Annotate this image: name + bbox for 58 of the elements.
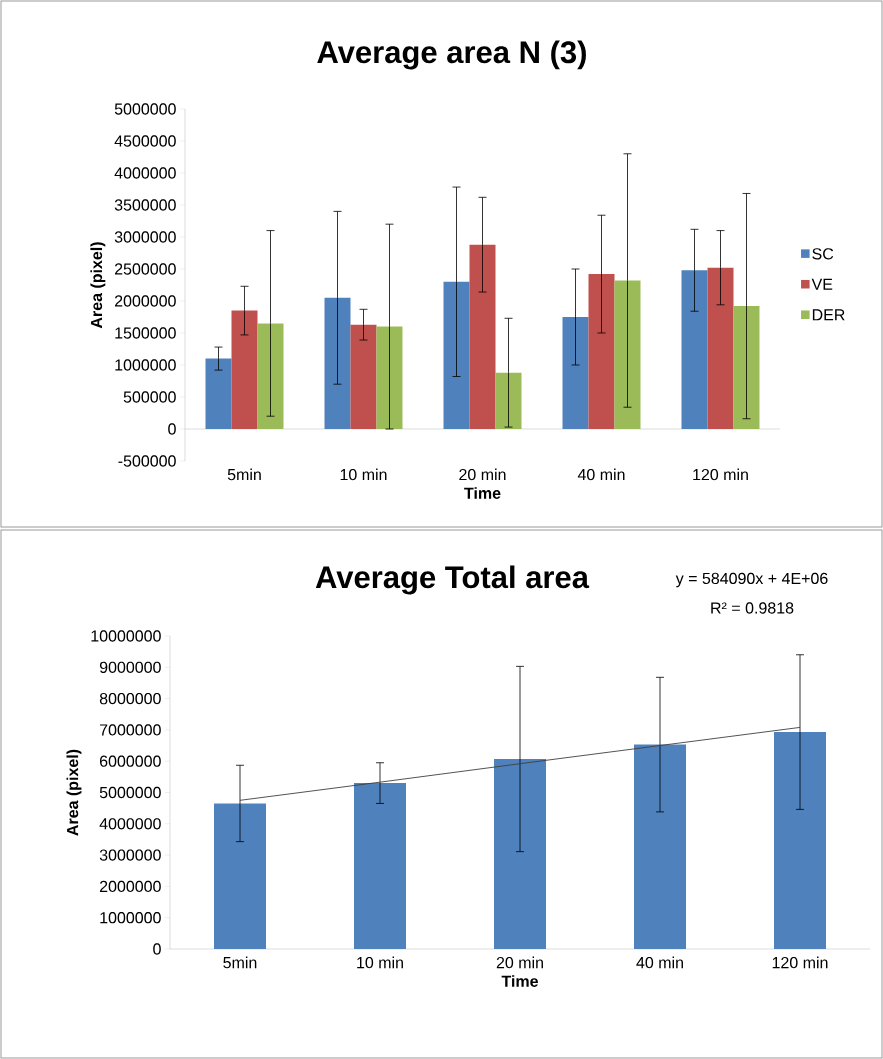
x-tick-label: 40 min — [636, 956, 683, 969]
y-tick-label: 3000000 — [114, 231, 176, 243]
x-axis-title: Time — [501, 975, 538, 987]
x-tick-label: 10 min — [357, 956, 403, 969]
y-tick-label: 0 — [168, 423, 176, 435]
x-tick-label: 5min — [227, 468, 261, 481]
y-tick-label: 4500000 — [114, 135, 176, 147]
x-tick-label: 120 min — [772, 956, 828, 969]
bar — [562, 316, 589, 429]
x-tick-label: 10 min — [340, 468, 387, 481]
y-tick-label: 8000000 — [99, 692, 161, 705]
y-tick-label: 500000 — [123, 391, 176, 403]
legend-label: SC — [812, 248, 834, 260]
x-tick-label: 20 min — [496, 956, 543, 969]
y-tick-label: 1000000 — [115, 359, 176, 371]
bar — [634, 744, 687, 949]
bar — [681, 270, 708, 429]
line-series — [239, 726, 801, 801]
x-tick-label: 20 min — [459, 468, 506, 481]
y-tick-label: 0 — [153, 943, 161, 955]
y-axis-title: Area (pixel) — [66, 749, 82, 836]
y-tick-label: 4000000 — [99, 818, 161, 830]
y-tick-label: 3500000 — [114, 199, 176, 211]
bar — [205, 358, 232, 429]
y-tick-label: 3000000 — [99, 849, 161, 861]
chart-title: Average area N (3) — [317, 40, 586, 70]
bar — [214, 803, 266, 949]
bar — [707, 267, 734, 429]
bar — [354, 783, 406, 949]
legend-label: VE — [811, 278, 833, 290]
x-tick-label: 5min — [223, 956, 257, 969]
bar — [774, 732, 826, 949]
x-tick-label: 120 min — [693, 468, 748, 481]
y-tick-label: -500000 — [118, 455, 176, 467]
y-tick-label: 5000000 — [99, 786, 161, 799]
bar — [469, 244, 496, 429]
chart-title: Average Total area — [315, 565, 590, 595]
text: R² = 0.9818 — [711, 602, 794, 614]
bar — [231, 310, 258, 429]
x-axis-title: Time — [464, 487, 501, 499]
y-tick-label: 1500000 — [115, 327, 176, 339]
x-tick-label: 40 min — [577, 468, 625, 481]
text: y = 584090x + 4E+06 — [675, 572, 828, 588]
y-tick-label: 7000000 — [99, 724, 161, 736]
legend-label: DER — [812, 309, 845, 321]
y-tick-label: 5000000 — [114, 103, 176, 115]
y-tick-label: 9000000 — [99, 661, 161, 673]
y-tick-label: 2000000 — [99, 880, 161, 893]
y-tick-label: 2500000 — [114, 263, 176, 275]
y-tick-label: 1000000 — [100, 912, 161, 924]
bar — [588, 274, 615, 429]
y-tick-label: 2000000 — [114, 295, 176, 307]
bar — [350, 324, 377, 429]
y-tick-label: 6000000 — [99, 755, 161, 767]
bar — [494, 759, 547, 949]
y-tick-label: 4000000 — [114, 167, 176, 179]
y-axis-title: Area (pixel) — [90, 242, 106, 329]
y-tick-label: 10000000 — [91, 630, 161, 642]
